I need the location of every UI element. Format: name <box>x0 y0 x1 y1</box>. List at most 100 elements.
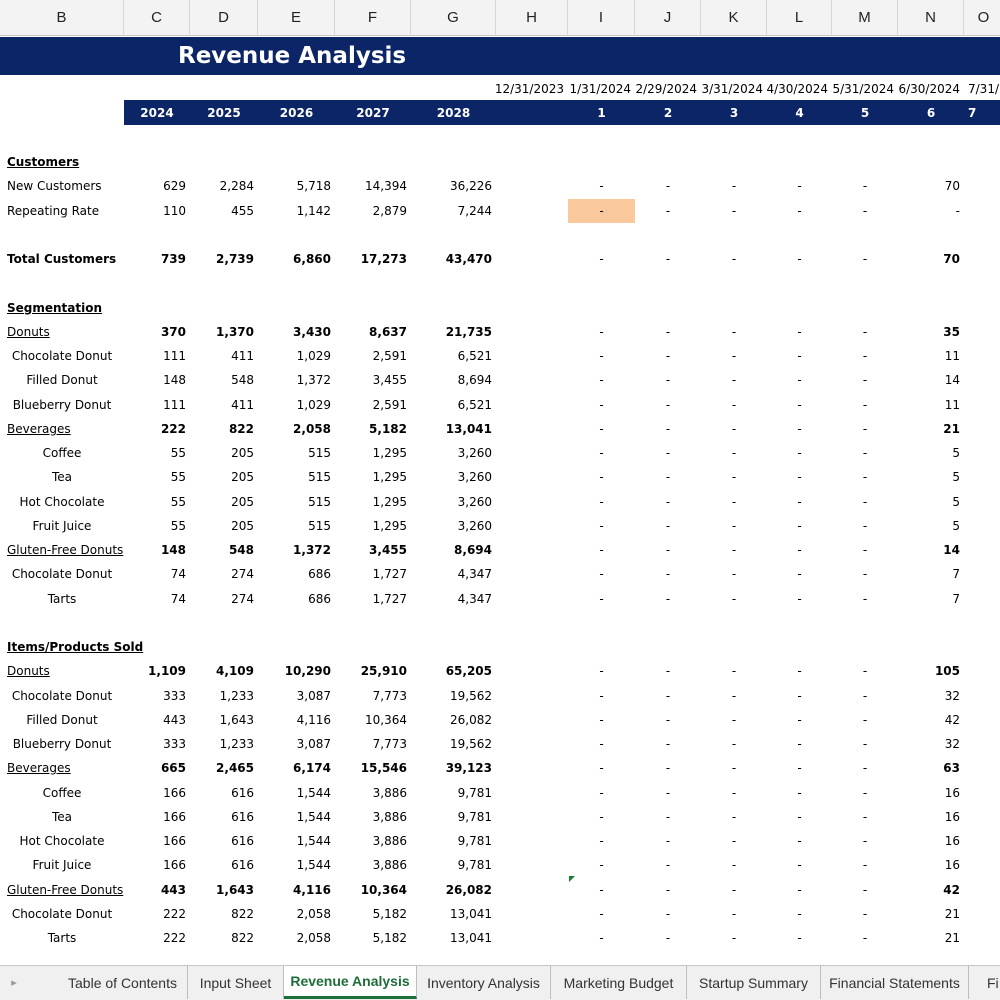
value-cell[interactable]: 2,284 <box>219 179 254 194</box>
column-header-f[interactable]: F <box>335 0 411 36</box>
sheet-tab-financial-statements[interactable]: Financial Statements <box>821 966 969 999</box>
value-cell[interactable]: 1,544 <box>296 858 331 873</box>
row-label[interactable]: Tea <box>51 470 73 485</box>
value-cell[interactable]: 411 <box>231 397 254 412</box>
monthly-cell[interactable]: - <box>599 858 604 873</box>
monthly-cell[interactable]: 35 <box>943 324 960 339</box>
selected-cell[interactable]: - <box>568 198 635 223</box>
monthly-cell[interactable]: - <box>797 252 802 266</box>
monthly-cell[interactable]: - <box>599 179 604 194</box>
monthly-cell[interactable]: - <box>599 809 604 824</box>
value-cell[interactable]: 2,591 <box>372 397 407 412</box>
monthly-cell[interactable]: - <box>599 470 604 485</box>
monthly-cell[interactable]: - <box>599 324 604 339</box>
monthly-cell[interactable]: 21 <box>944 906 960 921</box>
value-cell[interactable]: 515 <box>308 494 331 509</box>
monthly-cell[interactable]: - <box>797 349 802 363</box>
monthly-cell[interactable]: - <box>862 809 868 824</box>
monthly-cell[interactable]: - <box>599 349 604 363</box>
value-cell[interactable]: 5,182 <box>372 906 407 921</box>
value-cell[interactable]: 1,727 <box>372 591 407 606</box>
monthly-cell[interactable]: - <box>665 349 671 363</box>
value-cell[interactable]: 1,233 <box>219 688 254 703</box>
monthly-cell[interactable]: - <box>862 785 868 800</box>
monthly-cell[interactable]: - <box>665 324 671 339</box>
monthly-cell[interactable]: - <box>731 712 737 727</box>
value-cell[interactable]: 6,860 <box>293 252 331 266</box>
value-cell[interactable]: 15,546 <box>360 761 407 776</box>
monthly-cell[interactable]: - <box>862 591 868 606</box>
value-cell[interactable]: 822 <box>228 421 254 436</box>
monthly-cell[interactable]: - <box>731 688 737 703</box>
monthly-cell[interactable]: 5 <box>952 470 960 485</box>
value-cell[interactable]: 274 <box>231 567 254 582</box>
column-header-j[interactable]: J <box>635 0 701 36</box>
value-cell[interactable]: 1,370 <box>216 324 254 339</box>
value-cell[interactable]: 515 <box>308 470 331 485</box>
value-cell[interactable]: 616 <box>231 858 254 873</box>
column-header-l[interactable]: L <box>767 0 832 36</box>
value-cell[interactable]: 2,879 <box>372 203 407 218</box>
monthly-cell[interactable]: 42 <box>944 712 960 727</box>
monthly-cell[interactable]: - <box>731 785 737 800</box>
value-cell[interactable]: 1,295 <box>372 494 407 509</box>
monthly-cell[interactable]: - <box>797 373 802 388</box>
value-cell[interactable]: 36,226 <box>450 179 492 194</box>
monthly-cell[interactable]: - <box>665 203 671 218</box>
monthly-cell[interactable]: - <box>665 446 671 460</box>
value-cell[interactable]: 3,260 <box>457 518 492 533</box>
monthly-cell[interactable]: - <box>955 203 960 218</box>
monthly-cell[interactable]: - <box>665 470 671 485</box>
monthly-cell[interactable]: - <box>665 664 671 679</box>
sheet-tab-table-of-contents[interactable]: Table of Contents <box>58 966 188 999</box>
monthly-cell[interactable]: - <box>797 737 802 751</box>
value-cell[interactable]: 55 <box>170 494 186 509</box>
monthly-cell[interactable]: 7 <box>952 567 960 582</box>
value-cell[interactable]: 333 <box>163 688 186 703</box>
monthly-cell[interactable]: - <box>862 906 868 921</box>
monthly-cell[interactable]: - <box>665 567 671 582</box>
monthly-cell[interactable]: - <box>599 543 604 557</box>
monthly-cell[interactable]: - <box>797 882 802 897</box>
value-cell[interactable]: 9,781 <box>457 785 492 800</box>
value-cell[interactable]: 74 <box>170 567 186 582</box>
value-cell[interactable]: 1,372 <box>296 373 331 388</box>
row-label[interactable]: Chocolate Donut <box>11 567 113 582</box>
value-cell[interactable]: 7,244 <box>457 203 492 218</box>
monthly-cell[interactable]: - <box>797 567 802 582</box>
value-cell[interactable]: 13,041 <box>450 931 492 945</box>
monthly-cell[interactable]: - <box>797 591 802 606</box>
monthly-cell[interactable]: 5 <box>952 518 960 533</box>
monthly-cell[interactable]: - <box>731 518 737 533</box>
row-label[interactable]: Segmentation <box>7 300 103 315</box>
monthly-cell[interactable]: - <box>665 858 671 873</box>
monthly-cell[interactable]: - <box>731 809 737 824</box>
column-header-e[interactable]: E <box>258 0 335 36</box>
monthly-cell[interactable]: - <box>665 688 671 703</box>
monthly-cell[interactable]: - <box>797 931 802 945</box>
monthly-cell[interactable]: - <box>665 785 671 800</box>
value-cell[interactable]: 1,029 <box>296 397 331 412</box>
monthly-cell[interactable]: - <box>599 397 604 412</box>
row-label[interactable]: Repeating Rate <box>7 203 100 218</box>
row-label[interactable]: Total Customers <box>7 252 117 266</box>
monthly-cell[interactable]: - <box>862 858 868 873</box>
value-cell[interactable]: 8,694 <box>457 373 492 388</box>
column-header-h[interactable]: H <box>496 0 568 36</box>
row-label[interactable]: Beverages <box>7 761 71 776</box>
monthly-cell[interactable]: - <box>731 470 737 485</box>
value-cell[interactable]: 17,273 <box>360 252 407 266</box>
value-cell[interactable]: 274 <box>231 591 254 606</box>
monthly-cell[interactable]: - <box>731 397 737 412</box>
value-cell[interactable]: 19,562 <box>450 737 492 751</box>
sheet-tab-fi[interactable]: Fi <box>987 974 999 991</box>
value-cell[interactable]: 686 <box>308 591 331 606</box>
value-cell[interactable]: 1,544 <box>296 834 331 848</box>
value-cell[interactable]: 455 <box>231 203 254 218</box>
value-cell[interactable]: 13,041 <box>450 906 492 921</box>
monthly-cell[interactable]: - <box>665 518 671 533</box>
value-cell[interactable]: 166 <box>163 785 186 800</box>
monthly-cell[interactable]: 16 <box>944 858 960 873</box>
monthly-cell[interactable]: - <box>665 761 671 776</box>
monthly-cell[interactable]: - <box>731 373 737 388</box>
